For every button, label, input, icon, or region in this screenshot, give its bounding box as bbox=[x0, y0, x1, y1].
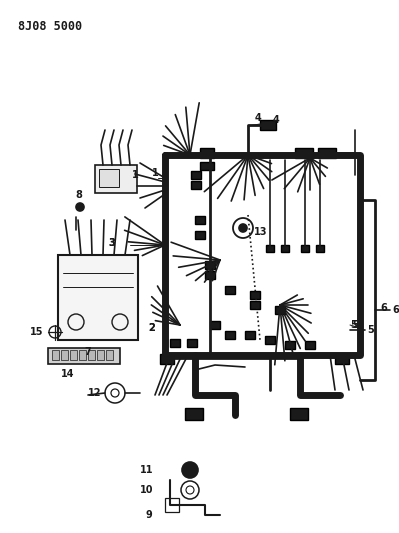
Circle shape bbox=[239, 224, 247, 232]
Bar bbox=[185, 408, 203, 420]
Bar bbox=[195, 216, 205, 224]
Bar bbox=[52, 350, 59, 360]
Bar bbox=[301, 245, 309, 252]
Bar bbox=[225, 286, 235, 294]
Bar bbox=[200, 162, 214, 170]
Text: 2: 2 bbox=[148, 323, 155, 333]
Text: 3: 3 bbox=[108, 238, 115, 248]
Text: 5: 5 bbox=[352, 320, 359, 330]
Bar bbox=[195, 231, 205, 239]
Bar bbox=[205, 271, 215, 279]
Bar bbox=[250, 301, 260, 309]
Bar bbox=[225, 331, 235, 339]
Bar bbox=[95, 165, 137, 193]
Text: 1: 1 bbox=[152, 168, 159, 178]
Bar bbox=[61, 350, 68, 360]
Text: 7: 7 bbox=[85, 347, 91, 357]
Text: 5: 5 bbox=[350, 320, 357, 330]
Bar bbox=[250, 291, 260, 299]
Bar bbox=[79, 350, 86, 360]
Text: 5: 5 bbox=[367, 325, 374, 335]
Bar bbox=[245, 331, 255, 339]
Bar bbox=[170, 339, 180, 347]
Bar bbox=[160, 354, 174, 364]
Bar bbox=[58, 255, 138, 340]
Text: 10: 10 bbox=[140, 485, 154, 495]
Text: 8: 8 bbox=[75, 190, 82, 200]
Text: 11: 11 bbox=[140, 465, 154, 475]
Bar bbox=[335, 354, 349, 364]
Circle shape bbox=[182, 462, 198, 478]
Bar bbox=[316, 245, 324, 252]
Text: 9: 9 bbox=[145, 510, 152, 520]
Bar bbox=[106, 350, 113, 360]
Text: 15: 15 bbox=[30, 327, 43, 337]
Bar bbox=[165, 498, 179, 512]
Bar bbox=[305, 341, 315, 349]
Bar bbox=[191, 181, 201, 189]
Bar bbox=[275, 306, 285, 314]
Bar bbox=[70, 350, 77, 360]
Circle shape bbox=[76, 203, 84, 211]
Bar bbox=[191, 171, 201, 179]
Text: 1: 1 bbox=[132, 170, 139, 180]
Bar bbox=[88, 350, 95, 360]
Bar bbox=[205, 261, 215, 269]
Bar bbox=[187, 339, 197, 347]
Bar bbox=[99, 169, 119, 187]
Text: 6: 6 bbox=[380, 303, 387, 313]
Bar bbox=[285, 341, 295, 349]
Text: 4: 4 bbox=[255, 113, 262, 123]
Text: 2: 2 bbox=[148, 323, 155, 333]
Bar bbox=[295, 148, 313, 158]
Text: 14: 14 bbox=[61, 369, 75, 379]
Bar bbox=[281, 245, 289, 252]
Bar bbox=[48, 348, 120, 364]
Bar bbox=[210, 321, 220, 329]
Text: 4: 4 bbox=[273, 115, 280, 125]
Bar bbox=[260, 120, 276, 130]
Bar bbox=[265, 336, 275, 344]
Bar bbox=[97, 350, 104, 360]
Bar bbox=[200, 148, 214, 158]
Text: 3: 3 bbox=[108, 238, 115, 248]
Bar bbox=[318, 148, 336, 158]
Text: 12: 12 bbox=[88, 388, 101, 398]
Text: 13: 13 bbox=[254, 227, 267, 237]
Bar bbox=[290, 408, 308, 420]
Bar bbox=[266, 245, 274, 252]
Text: 6: 6 bbox=[392, 305, 399, 315]
Text: 8J08 5000: 8J08 5000 bbox=[18, 20, 82, 33]
